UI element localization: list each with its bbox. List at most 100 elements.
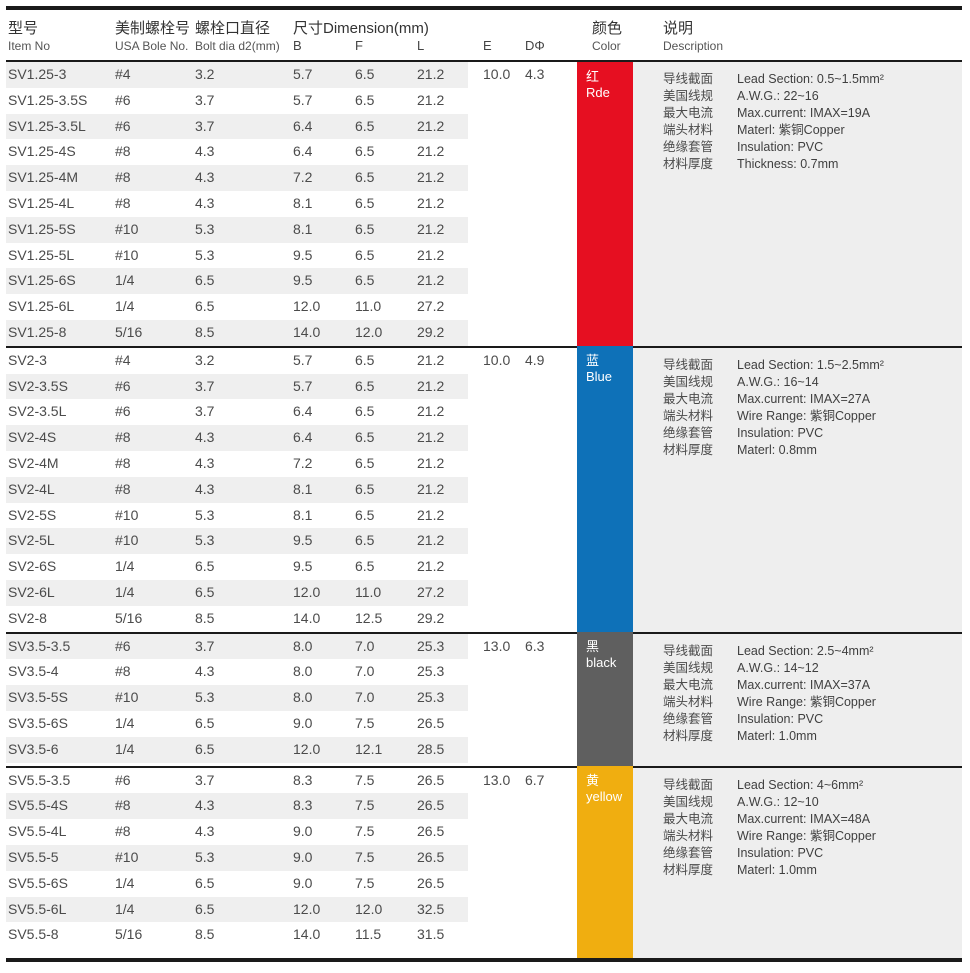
header-dim: 尺寸Dimension(mm)	[293, 20, 429, 37]
dim-b-cell: 9.5	[293, 246, 313, 263]
description-label: 端头材料	[663, 408, 714, 423]
usa-bolt-cell: #8	[115, 143, 131, 160]
dim-b-cell: 9.0	[293, 714, 313, 731]
description-line: 最大电流 Max.current: IMAX=27A	[663, 391, 958, 408]
top-rule	[6, 6, 962, 10]
header-dim-b: B	[293, 38, 302, 53]
header-dia-zh: 螺栓口直径	[195, 20, 271, 37]
bolt-dia-cell: 4.3	[195, 663, 215, 680]
dim-f-cell: 7.5	[355, 771, 375, 788]
table-row: SV5.5-5 #10 5.3 9.0 7.5 26.5	[6, 844, 468, 871]
table-row: SV2-3.5S #6 3.7 5.7 6.5 21.2	[6, 373, 468, 400]
dim-f-cell: 7.5	[355, 874, 375, 891]
dim-f-cell: 6.5	[355, 169, 375, 186]
dim-b-cell: 12.0	[293, 900, 321, 917]
dim-b-cell: 6.4	[293, 117, 313, 134]
dim-b-cell: 6.4	[293, 403, 313, 420]
bolt-dia-cell: 5.3	[195, 506, 215, 523]
dim-l-cell: 27.2	[417, 583, 445, 600]
dim-f-cell: 11.5	[355, 926, 382, 943]
description-line: 最大电流 Max.current: IMAX=37A	[663, 677, 958, 694]
item-no-cell: SV1.25-6S	[8, 272, 76, 289]
dim-l-cell: 21.2	[417, 143, 445, 160]
bolt-dia-cell: 5.3	[195, 689, 215, 706]
usa-bolt-cell: 5/16	[115, 926, 143, 943]
header-color-en: Color	[592, 39, 621, 53]
bolt-dia-cell: 4.3	[195, 169, 215, 186]
description-line: 导线截面 Lead Section: 1.5~2.5mm²	[663, 357, 958, 374]
e-value: 13.0	[483, 637, 511, 654]
description-value: Materl: 1.0mm	[737, 862, 817, 877]
dim-l-cell: 29.2	[417, 609, 445, 626]
bolt-dia-cell: 6.5	[195, 272, 215, 289]
dim-f-cell: 7.5	[355, 823, 375, 840]
dim-f-cell: 7.5	[355, 848, 375, 865]
bolt-dia-cell: 6.5	[195, 900, 215, 917]
dim-f-cell: 6.5	[355, 117, 375, 134]
table-row: SV5.5-6S 1/4 6.5 9.0 7.5 26.5	[6, 871, 468, 897]
description-value: Max.current: IMAX=37A	[737, 677, 871, 692]
color-name-en: Rde	[586, 85, 610, 100]
header-dim-l: L	[417, 38, 425, 53]
bolt-dia-cell: 6.5	[195, 583, 215, 600]
description-label: 端头材料	[663, 694, 714, 709]
dim-l-cell: 21.2	[417, 351, 445, 368]
description-line: 最大电流 Max.current: IMAX=19A	[663, 105, 958, 122]
description-line: 端头材料 Wire Range: 紫铜Copper	[663, 828, 958, 845]
description-panel: 导线截面 Lead Section: 0.5~1.5mm² 美国线规 A.W.G.: …	[633, 62, 962, 346]
item-no-cell: SV3.5-5S	[8, 689, 68, 706]
spec-table: 型号 Item No 美制螺栓号 USA Bole No. 螺栓口直径 Bolt…	[6, 6, 962, 963]
table-row: SV2-4S #8 4.3 6.4 6.5 21.2	[6, 425, 468, 451]
bolt-dia-cell: 3.7	[195, 403, 215, 420]
header-desc-en: Description	[663, 39, 724, 53]
table-row: SV2-4L #8 4.3 8.1 6.5 21.2	[6, 476, 468, 503]
item-no-cell: SV2-8	[8, 609, 47, 626]
usa-bolt-cell: #10	[115, 848, 139, 865]
dim-f-cell: 6.5	[355, 91, 375, 108]
description-value: A.W.G.: 16~14	[737, 374, 819, 389]
item-no-cell: SV2-4L	[8, 480, 55, 497]
dim-l-cell: 21.2	[417, 506, 445, 523]
group-rows: SV1.25-3 #4 3.2 5.7 6.5 21.2 SV1.25-3.5S #6 3.7 5…	[6, 62, 468, 346]
description-value: Max.current: IMAX=27A	[737, 391, 871, 406]
description-value: Wire Range: 紫铜Copper	[737, 408, 876, 423]
description-line: 绝缘套管 Insulation: PVC	[663, 845, 958, 862]
table-row: SV2-3 #4 3.2 5.7 6.5 21.2	[6, 348, 468, 374]
usa-bolt-cell: #6	[115, 377, 131, 394]
description-label: 最大电流	[663, 811, 714, 826]
description-line: 绝缘套管 Insulation: PVC	[663, 425, 958, 442]
bolt-dia-cell: 3.7	[195, 771, 215, 788]
dim-f-cell: 6.5	[355, 532, 375, 549]
description-value: Lead Section: 4~6mm²	[737, 777, 864, 792]
item-no-cell: SV3.5-4	[8, 663, 59, 680]
description-value: Materl: 1.0mm	[737, 728, 817, 743]
description-label: 绝缘套管	[663, 845, 714, 860]
description-line: 绝缘套管 Insulation: PVC	[663, 139, 958, 156]
description-panel: 导线截面 Lead Section: 4~6mm² 美国线规 A.W.G.: 12~1…	[633, 767, 962, 959]
usa-bolt-cell: #6	[115, 637, 131, 654]
bolt-dia-cell: 3.7	[195, 377, 215, 394]
dim-b-cell: 9.0	[293, 823, 313, 840]
dim-l-cell: 26.5	[417, 823, 445, 840]
dim-f-cell: 7.5	[355, 797, 375, 814]
group-rows: SV2-3 #4 3.2 5.7 6.5 21.2 SV2-3.5S #6 3.7 5.7 6.5 2…	[6, 348, 468, 632]
bolt-dia-cell: 4.3	[195, 797, 215, 814]
dim-f-cell: 6.5	[355, 403, 375, 420]
description-line: 材料厚度 Thickness: 0.7mm	[663, 156, 958, 173]
item-no-cell: SV2-6S	[8, 558, 57, 575]
dim-l-cell: 31.5	[417, 926, 445, 943]
dim-f-cell: 12.1	[355, 740, 383, 757]
description-line: 美国线规 A.W.G.: 22~16	[663, 88, 958, 105]
description-value: Wire Range: 紫铜Copper	[737, 828, 876, 843]
usa-bolt-cell: #8	[115, 169, 131, 186]
dim-l-cell: 27.2	[417, 298, 445, 315]
bolt-dia-cell: 4.3	[195, 143, 215, 160]
description-label: 材料厚度	[663, 728, 714, 743]
usa-bolt-cell: #10	[115, 506, 139, 523]
dim-l-cell: 26.5	[417, 771, 445, 788]
description-line: 绝缘套管 Insulation: PVC	[663, 711, 958, 728]
dim-b-cell: 5.7	[293, 66, 313, 82]
usa-bolt-cell: 1/4	[115, 298, 135, 315]
dim-f-cell: 11.0	[355, 298, 382, 315]
